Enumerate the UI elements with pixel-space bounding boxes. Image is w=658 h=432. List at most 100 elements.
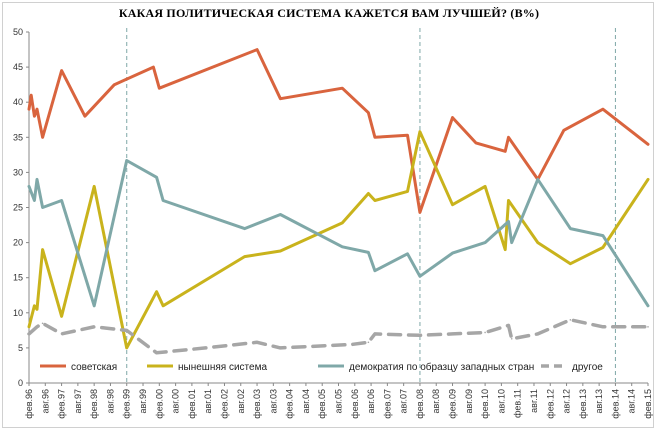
data-point (279, 213, 282, 216)
data-point (243, 227, 246, 230)
data-point (602, 108, 604, 111)
data-point (155, 352, 158, 354)
x-tick-label: авг.10 (496, 389, 506, 413)
x-tick-label: фев.05 (317, 389, 327, 419)
data-point (28, 333, 30, 335)
data-point (60, 199, 63, 202)
data-point (451, 333, 454, 335)
y-tick-label: 25 (13, 203, 23, 213)
data-point (451, 203, 454, 206)
x-tick-label: авг.14 (627, 389, 637, 413)
x-tick-label: авг.08 (431, 389, 441, 413)
legend-label-3: демократия по образцу западных стран (349, 361, 534, 373)
x-tick-label: фев.08 (415, 389, 425, 419)
data-point (162, 304, 164, 307)
data-point (41, 206, 44, 209)
data-point (406, 134, 409, 136)
data-point (507, 136, 510, 139)
data-point (507, 220, 510, 223)
data-point (602, 326, 604, 328)
data-point (155, 290, 158, 293)
x-tick-label: авг.96 (40, 389, 50, 413)
data-point (569, 227, 572, 230)
x-tick-label: фев.14 (610, 389, 620, 419)
x-tick-label: фев.02 (219, 389, 229, 419)
y-axis: 0 5 10 15 20 25 30 35 40 45 50 (13, 27, 30, 388)
data-point (419, 130, 421, 133)
data-point (341, 87, 344, 89)
data-point (93, 304, 95, 307)
data-point (374, 199, 376, 202)
data-point (510, 337, 513, 340)
data-point (279, 250, 282, 252)
data-point (36, 326, 38, 328)
x-tick-label: авг.04 (301, 389, 311, 413)
y-tick-label: 35 (13, 132, 23, 142)
data-point (155, 176, 158, 179)
data-point (93, 185, 95, 188)
data-point (569, 319, 572, 321)
data-point (475, 142, 477, 144)
data-point (419, 334, 421, 337)
data-point (647, 304, 649, 307)
data-point (647, 326, 649, 328)
x-tick-label: авг.12 (562, 389, 572, 413)
series-line-3 (27, 159, 650, 308)
data-point (33, 304, 36, 307)
data-point (602, 246, 604, 249)
x-tick-label: авг.06 (366, 389, 376, 413)
data-point (484, 241, 486, 244)
x-tick-label: фев.15 (643, 389, 653, 419)
x-tick-label: авг.11 (529, 389, 539, 413)
data-point (204, 347, 207, 349)
data-point (367, 111, 370, 114)
x-tick-label: фев.07 (382, 389, 392, 419)
data-point (451, 252, 454, 254)
x-tick-label: фев.96 (24, 389, 34, 419)
data-point (33, 199, 36, 202)
y-tick-label: 50 (13, 27, 23, 37)
data-point (28, 326, 30, 328)
x-tick-label: авг.97 (73, 389, 83, 413)
data-point (536, 241, 539, 244)
data-point (279, 347, 282, 349)
x-tick-label: фев.10 (480, 389, 490, 419)
data-point (510, 241, 513, 244)
y-tick-label: 5 (18, 343, 23, 353)
data-point (504, 150, 507, 153)
data-point (41, 248, 44, 251)
data-point (28, 108, 30, 111)
data-point (60, 315, 63, 318)
data-point (41, 322, 44, 325)
x-tick-label: фев.00 (154, 389, 164, 419)
data-point (28, 185, 30, 188)
data-point (406, 253, 409, 255)
x-tick-label: авг.02 (236, 389, 246, 413)
data-point (33, 115, 36, 118)
data-point (41, 136, 44, 139)
data-point (504, 248, 507, 251)
x-tick-label: авг.13 (594, 389, 604, 413)
data-point (60, 333, 63, 335)
y-tick-label: 0 (18, 378, 23, 388)
data-point (536, 333, 539, 335)
x-tick-label: фев.97 (57, 389, 67, 419)
data-point (36, 178, 38, 181)
x-tick-label: авг.09 (464, 389, 474, 413)
data-point (647, 178, 649, 181)
data-point (125, 159, 128, 162)
data-point (84, 115, 86, 118)
data-point (30, 94, 32, 96)
y-tick-label: 30 (13, 167, 23, 177)
x-tick-label: фев.01 (187, 389, 197, 419)
x-tick-label: фев.13 (578, 389, 588, 419)
data-point (351, 343, 353, 346)
data-point (569, 262, 572, 265)
data-point (162, 199, 164, 202)
data-point (374, 136, 376, 139)
data-point (419, 275, 421, 278)
data-point (256, 48, 258, 51)
data-point (36, 108, 38, 111)
x-tick-label: авг.01 (203, 389, 213, 413)
